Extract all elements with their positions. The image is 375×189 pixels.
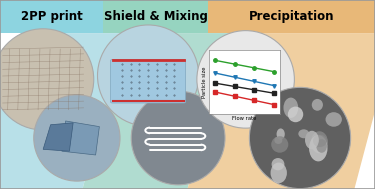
- Ellipse shape: [288, 107, 303, 122]
- Ellipse shape: [270, 163, 287, 183]
- Ellipse shape: [309, 135, 327, 161]
- Ellipse shape: [311, 131, 328, 153]
- Polygon shape: [82, 33, 229, 189]
- Ellipse shape: [271, 136, 288, 153]
- Ellipse shape: [312, 99, 323, 111]
- Ellipse shape: [272, 158, 284, 170]
- Ellipse shape: [197, 31, 294, 128]
- Ellipse shape: [249, 87, 351, 189]
- FancyBboxPatch shape: [0, 0, 103, 33]
- Ellipse shape: [34, 95, 120, 181]
- Ellipse shape: [131, 91, 225, 185]
- Polygon shape: [0, 33, 124, 189]
- Ellipse shape: [276, 129, 285, 140]
- Ellipse shape: [298, 129, 309, 138]
- Text: Precipitation: Precipitation: [249, 10, 334, 23]
- Ellipse shape: [313, 135, 327, 147]
- FancyBboxPatch shape: [111, 60, 186, 103]
- FancyBboxPatch shape: [103, 0, 208, 33]
- Ellipse shape: [274, 137, 282, 144]
- Polygon shape: [188, 33, 375, 189]
- Polygon shape: [43, 123, 73, 151]
- Text: 2PP print: 2PP print: [21, 10, 82, 23]
- Ellipse shape: [0, 29, 94, 130]
- Ellipse shape: [305, 131, 319, 149]
- Ellipse shape: [316, 139, 327, 153]
- Ellipse shape: [98, 25, 199, 126]
- FancyBboxPatch shape: [208, 0, 375, 33]
- Text: Shield & Mixing: Shield & Mixing: [104, 10, 208, 23]
- Ellipse shape: [284, 98, 298, 118]
- Ellipse shape: [326, 112, 342, 127]
- Polygon shape: [62, 121, 99, 155]
